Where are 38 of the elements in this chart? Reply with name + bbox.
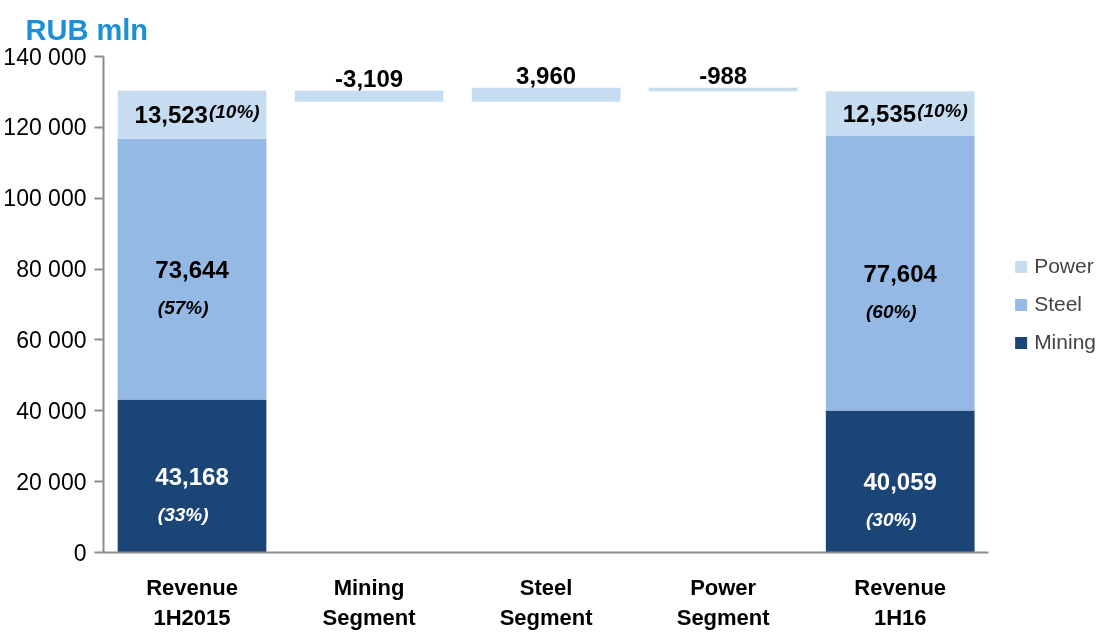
data-label: -988 bbox=[699, 61, 748, 89]
annotation: (60%) bbox=[866, 300, 917, 322]
y-tick-label: 100 000 bbox=[3, 185, 87, 212]
x-tick-label: Steel Segment bbox=[499, 574, 594, 630]
annotation: (33%) bbox=[157, 503, 209, 525]
x-tick-label: Revenue 1H16 bbox=[854, 574, 947, 630]
y-tick-label: 60 000 bbox=[16, 326, 87, 353]
bar bbox=[471, 87, 621, 102]
y-tick-label: 120 000 bbox=[3, 114, 87, 141]
bar bbox=[117, 399, 267, 553]
y-tick-label: 20 000 bbox=[16, 468, 87, 495]
y-tick-label: 80 000 bbox=[16, 256, 87, 283]
data-label: 12,535 bbox=[842, 99, 917, 127]
data-label: 73,644 bbox=[155, 255, 230, 283]
bar bbox=[825, 410, 975, 553]
x-tick-label: Power Segment bbox=[676, 574, 771, 630]
data-label: 43,168 bbox=[155, 462, 229, 490]
annotation: (57%) bbox=[157, 296, 209, 318]
chart-title: RUB mln bbox=[25, 13, 148, 46]
bar bbox=[294, 90, 444, 102]
y-tick-label: 140 000 bbox=[3, 43, 87, 70]
data-label: 40,059 bbox=[863, 468, 937, 496]
legend-label: Mining bbox=[1034, 330, 1096, 354]
legend-label: Power bbox=[1034, 254, 1094, 278]
y-tick-label: 0 bbox=[73, 539, 87, 566]
annotation: (10%) bbox=[917, 99, 968, 121]
legend-label: Steel bbox=[1034, 292, 1082, 316]
y-tick-label: 40 000 bbox=[16, 397, 87, 424]
bar bbox=[825, 135, 975, 411]
x-tick-label: Revenue 1H2015 bbox=[146, 574, 238, 630]
data-label: 77,604 bbox=[863, 259, 938, 287]
annotation: (30%) bbox=[866, 509, 917, 531]
x-tick-label: Mining Segment bbox=[322, 574, 417, 630]
data-label: -3,109 bbox=[335, 64, 404, 92]
bar bbox=[117, 138, 267, 400]
annotation: (10%) bbox=[208, 101, 260, 123]
data-label: 13,523 bbox=[134, 101, 208, 129]
data-label: 3,960 bbox=[516, 61, 577, 89]
